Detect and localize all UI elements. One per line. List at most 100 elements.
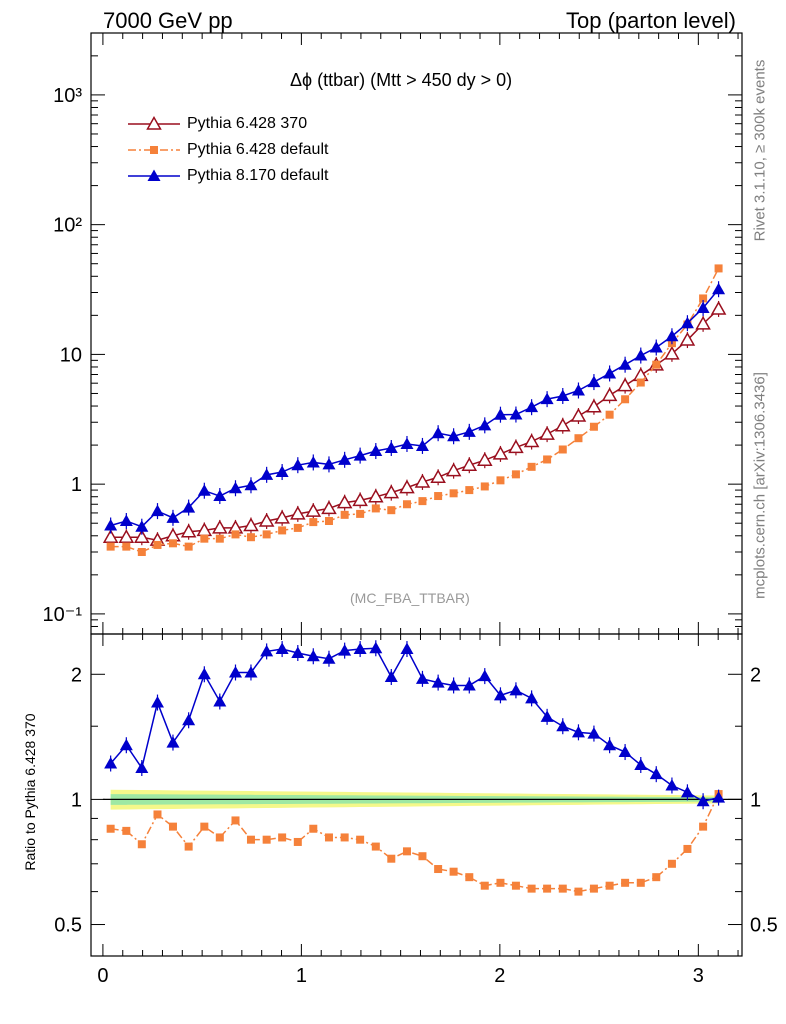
series-1-point: [558, 445, 567, 454]
ratio-series-2-point: [712, 791, 726, 803]
series-0-point: [617, 377, 633, 392]
series-0-point: [180, 523, 197, 538]
series-0-line: [110, 308, 720, 541]
analysis-watermark: (MC_FBA_TTBAR): [350, 590, 470, 606]
series-1-point: [449, 489, 458, 498]
ratio-series-1-point: [496, 878, 505, 887]
legend-label-0: Pythia 6.428 370: [187, 115, 308, 132]
ratio-series-2-point: [618, 745, 632, 758]
ratio-series-1-point: [371, 842, 380, 851]
series-2-point: [104, 519, 118, 531]
series-1-point: [262, 530, 271, 539]
series-1-point: [168, 539, 177, 548]
series-2-point: [197, 484, 211, 496]
series-2-point: [634, 349, 648, 361]
ratio-series-2-point: [665, 779, 679, 791]
series-1-point: [652, 360, 661, 369]
series-0-point: [321, 500, 337, 515]
ratio-series-2-point: [400, 642, 414, 655]
series-1-point: [340, 510, 349, 519]
series-0-point: [523, 433, 540, 448]
ratio-series-1-point: [449, 867, 458, 876]
ratio-series-2-point: [338, 644, 352, 656]
header-right: Top (parton level): [566, 8, 736, 33]
ratio-series-2-point: [587, 727, 601, 739]
series-2-point: [150, 504, 164, 517]
series-0-point: [243, 517, 259, 532]
header-left: 7000 GeV pp: [103, 8, 233, 33]
ratio-series-2-point: [119, 738, 133, 751]
ratio-series-1-point: [605, 881, 614, 890]
series-2-point: [556, 389, 570, 401]
ratio-series-2-point: [649, 767, 663, 780]
ratio-series-2-point: [150, 696, 164, 708]
series-0-point: [258, 512, 275, 527]
ratio-series-2-point: [166, 736, 180, 748]
ratio-series-1-point: [574, 887, 583, 896]
series-1-point: [434, 492, 443, 501]
ratio-series-2-point: [369, 641, 383, 654]
series-2-point: [712, 282, 726, 295]
series-2-point: [447, 429, 461, 442]
series-1-point: [699, 294, 708, 303]
series-0-point: [352, 492, 368, 507]
series-2-line: [110, 288, 720, 528]
ratio-series-2-point: [525, 691, 539, 704]
series-1-line: [110, 268, 720, 553]
series-2-point: [603, 366, 617, 379]
legend-marker-0: [146, 115, 162, 130]
legend-label-1: Pythia 6.428 default: [187, 141, 329, 158]
series-0-point: [290, 505, 306, 520]
series-2-point: [649, 341, 663, 353]
x-tick-label: 2: [494, 965, 505, 987]
series-2-point: [338, 453, 352, 465]
ratio-series-2-point: [540, 710, 554, 722]
ratio-series-1-point: [106, 824, 115, 833]
ratio-y-tick-label-left: 2: [71, 664, 82, 686]
legend-marker-2: [147, 169, 161, 181]
series-2-point: [415, 439, 429, 451]
series-2-point: [369, 444, 383, 457]
ratio-series-1-point: [309, 824, 318, 833]
series-0-point: [539, 426, 555, 440]
ratio-y-tick-label-right: 1: [750, 789, 761, 811]
series-2-point: [696, 301, 710, 313]
series-1-point: [527, 462, 536, 471]
ratio-series-1-point: [465, 873, 474, 882]
ratio-series-2-point: [603, 738, 617, 751]
series-0-point: [695, 315, 711, 330]
series-2-point: [322, 457, 336, 470]
series-2-point: [571, 383, 585, 396]
series-1-point: [324, 517, 333, 526]
series-2-point: [400, 437, 414, 449]
series-1-point: [511, 470, 520, 479]
ratio-y-tick-label-left: 1: [71, 789, 82, 811]
series-0-point: [461, 457, 478, 471]
series-1-point: [589, 422, 598, 431]
ratio-y-tick-label-left: 0.5: [54, 915, 82, 937]
ratio-series-2-point: [322, 652, 336, 664]
series-2-point: [213, 489, 227, 502]
plot-title: Δϕ (ttbar) (Mtt > 450 dy > 0): [290, 70, 513, 90]
series-0-point: [399, 479, 415, 494]
ratio-series-2-point: [431, 676, 445, 688]
series-0-point: [102, 529, 119, 543]
rivet-version-label: Rivet 3.1.10, ≥ 300k events: [751, 59, 769, 242]
ratio-series-1-point: [137, 840, 146, 849]
series-1-point: [153, 540, 162, 549]
ratio-series-2-point: [634, 758, 648, 770]
ratio-series-1-point: [543, 884, 552, 893]
ratio-series-2-line: [110, 647, 719, 803]
series-2-point: [260, 468, 274, 480]
series-1-point: [480, 482, 489, 491]
series-2-point: [665, 329, 679, 342]
ratio-series-1-point: [231, 816, 240, 825]
series-1-point: [200, 534, 209, 543]
series-1-point: [246, 533, 255, 542]
series-1-point: [402, 500, 411, 509]
series-2-point: [244, 478, 258, 491]
ratio-series-2-point: [244, 665, 258, 678]
series-2-point: [275, 465, 289, 478]
ratio-series-2-point: [135, 761, 149, 774]
ratio-series-1-point: [589, 884, 598, 893]
